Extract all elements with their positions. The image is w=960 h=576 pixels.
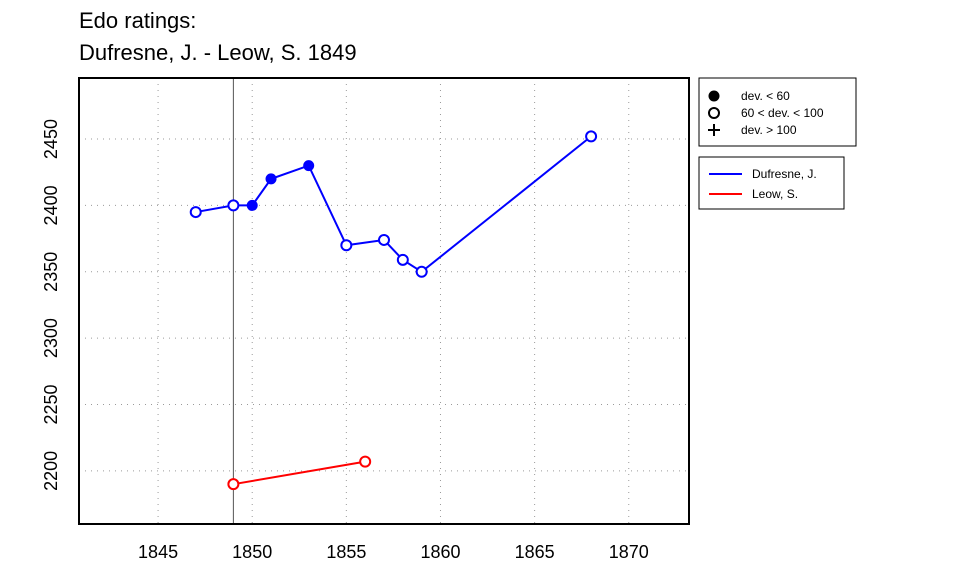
legend-series-label: Leow, S.: [752, 187, 798, 201]
series-line: [233, 460, 366, 486]
series-layer: [189, 130, 598, 491]
data-point: [585, 130, 598, 143]
data-point: [396, 253, 409, 266]
data-point: [189, 206, 202, 219]
x-tick-label: 1845: [138, 542, 178, 562]
legend-marker-icon: [708, 90, 720, 102]
data-point: [303, 160, 315, 172]
series-1: [189, 130, 598, 278]
data-point: [378, 233, 390, 246]
y-tick-label: 2450: [41, 119, 61, 159]
series-legend-box: [698, 156, 845, 210]
x-tick-label: 1855: [326, 542, 366, 562]
x-tick-label: 1850: [232, 542, 272, 562]
y-tick-label: 2350: [41, 252, 61, 292]
legend-marker-label: dev. < 60: [741, 89, 790, 103]
x-axis: 1845 1850 1855 1860 1865 1870: [138, 542, 649, 562]
y-tick-label: 2300: [41, 318, 61, 358]
series-line: [195, 135, 592, 274]
marker-legend-box: [698, 77, 857, 147]
marker-legend: dev. < 60 60 < dev. < 100 dev. > 100: [698, 77, 857, 147]
y-tick-label: 2200: [41, 451, 61, 491]
y-tick-label: 2250: [41, 385, 61, 425]
legend-series-label: Dufresne, J.: [752, 167, 817, 181]
legend-marker-icon: [708, 107, 720, 119]
y-tick-label: 2400: [41, 185, 61, 225]
chart-title-line-1: Edo ratings:: [79, 8, 196, 33]
series-legend: Dufresne, J. Leow, S.: [698, 156, 845, 210]
legend-marker-icon: [708, 124, 720, 136]
data-point: [227, 199, 240, 212]
series-2: [227, 455, 372, 491]
data-point: [227, 478, 240, 491]
plot-frame: [78, 77, 690, 525]
legend-marker-label: dev. > 100: [741, 123, 797, 137]
data-point: [265, 173, 277, 185]
y-axis: 2200 2250 2300 2350 2400 2450: [41, 119, 61, 491]
x-tick-label: 1860: [420, 542, 460, 562]
data-point: [359, 455, 372, 468]
legend-marker-label: 60 < dev. < 100: [741, 106, 824, 120]
data-point: [415, 265, 428, 278]
grid-lines: [79, 78, 689, 524]
data-point: [340, 239, 353, 252]
chart-title-line-2: Dufresne, J. - Leow, S. 1849: [79, 40, 357, 65]
x-tick-label: 1870: [609, 542, 649, 562]
data-point: [246, 199, 258, 211]
x-tick-label: 1865: [515, 542, 555, 562]
